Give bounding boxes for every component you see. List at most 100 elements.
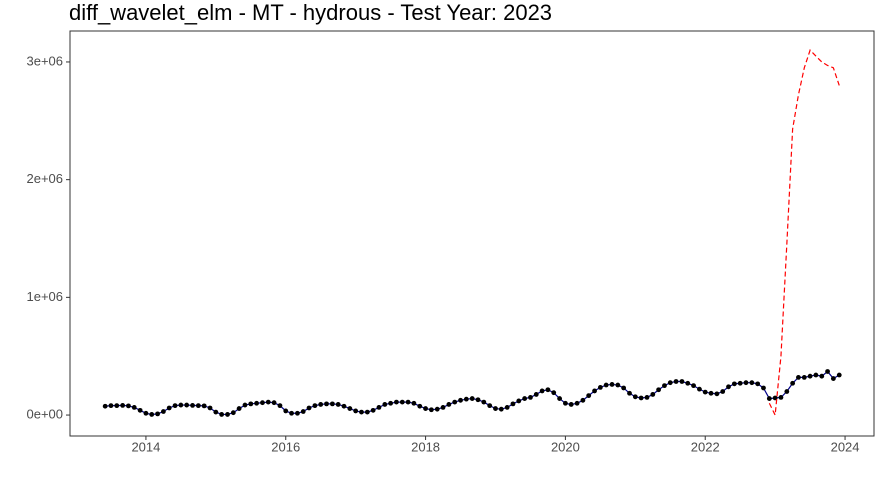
data-point [137, 407, 143, 413]
data-point [458, 397, 463, 403]
data-point [172, 403, 178, 409]
data-point [755, 381, 761, 387]
data-point [761, 385, 766, 391]
data-point [364, 409, 370, 415]
data-point [295, 410, 300, 416]
data-point [673, 379, 679, 384]
data-point [446, 402, 452, 407]
data-point [161, 409, 166, 414]
data-point [108, 403, 114, 409]
data-point [388, 400, 394, 406]
x-tick-label: 2024 [831, 439, 860, 454]
data-point [510, 401, 516, 407]
data-point [830, 376, 836, 381]
data-point [528, 394, 533, 400]
data-point [254, 400, 259, 406]
data-point [638, 395, 644, 401]
data-point [679, 379, 685, 384]
data-point [656, 387, 661, 393]
x-tick-label: 2016 [271, 439, 300, 454]
data-point [463, 396, 469, 402]
data-point [743, 380, 749, 386]
data-point [545, 387, 551, 393]
data-point [411, 400, 417, 406]
data-point [143, 410, 149, 416]
y-tick-label: 0e+00 [26, 406, 63, 421]
data-point [772, 395, 778, 401]
data-point [370, 407, 376, 413]
data-point [475, 397, 481, 403]
data-point [219, 412, 225, 417]
data-point [260, 400, 265, 406]
data-point [493, 406, 498, 411]
data-point [592, 388, 597, 394]
data-point [662, 383, 667, 389]
data-point [382, 402, 388, 407]
data-point [691, 383, 696, 389]
data-point [632, 394, 638, 400]
data-point [533, 392, 539, 397]
data-point [685, 380, 691, 386]
data-point [102, 403, 108, 409]
data-point [481, 399, 487, 405]
data-point [563, 400, 568, 406]
data-point [190, 402, 195, 408]
data-point [796, 374, 801, 380]
series-line [768, 49, 840, 418]
data-point [807, 373, 813, 379]
data-point [149, 412, 155, 417]
data-point [347, 406, 353, 411]
panel-border [69, 30, 875, 437]
data-point [574, 400, 580, 406]
data-point [329, 401, 335, 407]
data-point [498, 406, 504, 412]
data-point [114, 403, 120, 409]
data-point [714, 391, 720, 397]
data-point [440, 404, 446, 410]
data-point [580, 397, 586, 403]
data-point [720, 389, 726, 394]
data-point [522, 396, 528, 401]
data-point [207, 405, 213, 411]
x-tick-label: 2014 [131, 439, 160, 454]
data-point [819, 373, 825, 379]
data-point [225, 412, 230, 417]
data-point [131, 404, 137, 410]
data-point [749, 380, 755, 386]
data-point [551, 390, 557, 396]
data-point [399, 399, 405, 405]
data-point [469, 396, 475, 401]
data-point [726, 384, 731, 390]
data-point [265, 399, 271, 405]
x-tick-label: 2022 [691, 439, 720, 454]
data-point [487, 403, 493, 409]
data-point [289, 410, 294, 416]
data-point [417, 403, 423, 409]
data-point [359, 409, 364, 415]
data-point [801, 374, 807, 380]
data-point [615, 382, 621, 388]
data-point [603, 382, 609, 388]
y-tick-label: 1e+06 [26, 289, 63, 304]
data-point [405, 399, 411, 405]
data-point [184, 402, 190, 408]
data-point [428, 407, 434, 413]
data-point [335, 402, 341, 407]
data-point [790, 380, 796, 386]
data-point [702, 389, 708, 395]
data-point [516, 398, 522, 404]
data-point [627, 390, 632, 396]
data-point [504, 404, 510, 410]
data-point [271, 400, 277, 406]
data-point [126, 403, 131, 409]
data-point [731, 381, 737, 387]
data-point [324, 401, 329, 407]
data-point [230, 410, 236, 416]
data-point [277, 403, 283, 409]
data-point [318, 402, 324, 407]
data-point [609, 382, 615, 387]
data-point [825, 369, 830, 374]
